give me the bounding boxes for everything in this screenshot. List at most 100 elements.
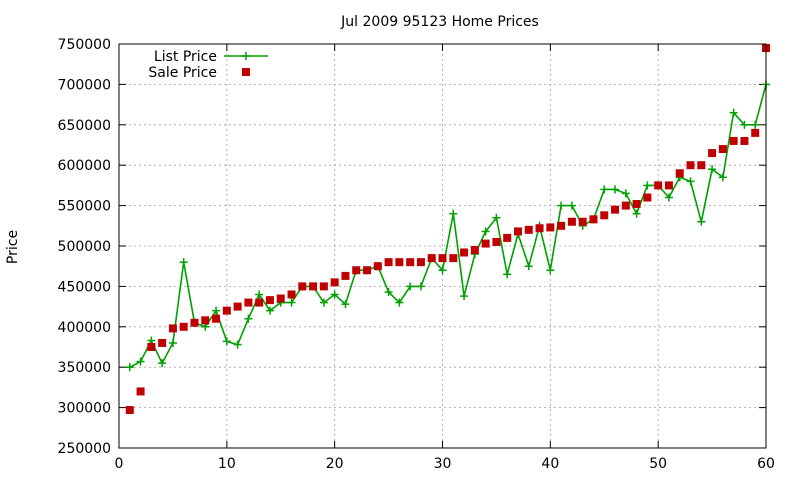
list-price-point: [664, 193, 673, 202]
sale-price-point: [654, 181, 663, 190]
sale-price-point: [481, 239, 490, 248]
sale-price-point: [557, 221, 566, 230]
list-price-point: [503, 270, 512, 279]
sale-price-point: [352, 266, 361, 275]
sale-price-point: [136, 387, 145, 396]
sale-price-point: [567, 217, 576, 226]
sale-price-point: [276, 294, 285, 303]
sale-price-point: [427, 254, 436, 263]
x-tick-label: 50: [649, 456, 667, 472]
sale-price-point: [319, 282, 328, 291]
list-price-point: [524, 262, 533, 271]
list-price-point: [632, 209, 641, 218]
sale-price-point: [416, 258, 425, 267]
list-price-point: [449, 209, 458, 218]
list-price-point: [643, 181, 652, 190]
x-tick-label: 40: [541, 456, 559, 472]
list-price-point: [341, 300, 350, 309]
list-price-point: [686, 177, 695, 186]
list-price-point: [751, 120, 760, 129]
y-tick-label: 300000: [58, 401, 111, 417]
list-price-point: [395, 298, 404, 307]
sale-price-point: [697, 161, 706, 170]
sale-price-point: [168, 324, 177, 333]
list-price-point: [697, 217, 706, 226]
chart-title: Jul 2009 95123 Home Prices: [340, 14, 539, 30]
x-tick-label: 0: [115, 456, 124, 472]
sale-price-point: [503, 233, 512, 242]
x-tick-label: 60: [757, 456, 775, 472]
sale-price-point: [600, 211, 609, 220]
sale-price-point: [212, 314, 221, 323]
sale-price-point: [287, 290, 296, 299]
plot-frame: [118, 43, 767, 449]
sale-price-point: [363, 266, 372, 275]
sale-price-point: [190, 318, 199, 327]
sale-price-point: [643, 193, 652, 202]
list-price-point: [718, 173, 727, 182]
legend-cross-marker: [242, 52, 250, 60]
sale-price-point: [265, 296, 274, 305]
list-price-line: [129, 84, 767, 368]
sale-price-point: [524, 225, 533, 234]
sale-price-point: [729, 136, 738, 145]
sale-price-point: [535, 224, 544, 233]
sale-price-point: [492, 237, 501, 246]
list-price-point: [740, 120, 749, 129]
y-tick-label: 450000: [58, 279, 111, 295]
list-price-point: [233, 340, 242, 349]
list-price-point: [287, 298, 296, 307]
list-price-point: [125, 363, 134, 372]
list-price-point: [546, 266, 555, 275]
sale-price-point: [664, 181, 673, 190]
y-tick-label: 500000: [58, 239, 111, 255]
sale-price-point: [611, 205, 620, 214]
list-price-point: [158, 359, 167, 368]
sale-price-point: [179, 322, 188, 331]
list-price-point: [481, 227, 490, 236]
list-price-point: [406, 282, 415, 291]
list-price-point: [708, 165, 717, 174]
sale-price-point: [330, 278, 339, 287]
sale-price-point: [621, 201, 630, 210]
sale-price-point: [233, 302, 242, 311]
sale-price-point: [309, 282, 318, 291]
list-price-point: [600, 185, 609, 194]
y-tick-label: 400000: [58, 320, 111, 336]
list-price-point: [244, 314, 253, 323]
y-tick-label: 350000: [58, 360, 111, 376]
list-price-point: [567, 201, 576, 210]
sale-price-point: [718, 145, 727, 154]
sale-price-point: [546, 223, 555, 232]
series-list-price: [125, 80, 770, 372]
sale-price-point: [460, 248, 469, 257]
sale-price-point: [406, 258, 415, 267]
grid-lines: [119, 44, 766, 448]
sale-price-point: [578, 217, 587, 226]
y-tick-label: 250000: [58, 441, 111, 457]
sale-price-point: [470, 246, 479, 255]
sale-price-point: [255, 298, 264, 307]
axis-ticks: 250000 300000 350000 400000 450000 500000 5500…: [58, 37, 775, 472]
series-layer: [125, 44, 770, 415]
sale-price-point: [675, 169, 684, 178]
sale-price-point: [395, 258, 404, 267]
sale-price-point: [373, 262, 382, 271]
sale-price-point: [708, 149, 717, 158]
sale-price-point: [125, 406, 134, 415]
sale-price-point: [438, 254, 447, 263]
legend: List Price Sale Price: [148, 49, 268, 81]
sale-price-point: [589, 215, 598, 224]
y-tick-label: 700000: [58, 77, 111, 93]
x-tick-label: 10: [218, 456, 236, 472]
y-axis-label: Price: [5, 230, 21, 264]
list-price-point: [265, 306, 274, 315]
list-price-point: [179, 258, 188, 267]
sale-price-point: [632, 199, 641, 208]
list-price-point: [330, 290, 339, 299]
list-price-point: [136, 357, 145, 366]
list-price-point: [460, 292, 469, 301]
list-price-point: [492, 213, 501, 222]
